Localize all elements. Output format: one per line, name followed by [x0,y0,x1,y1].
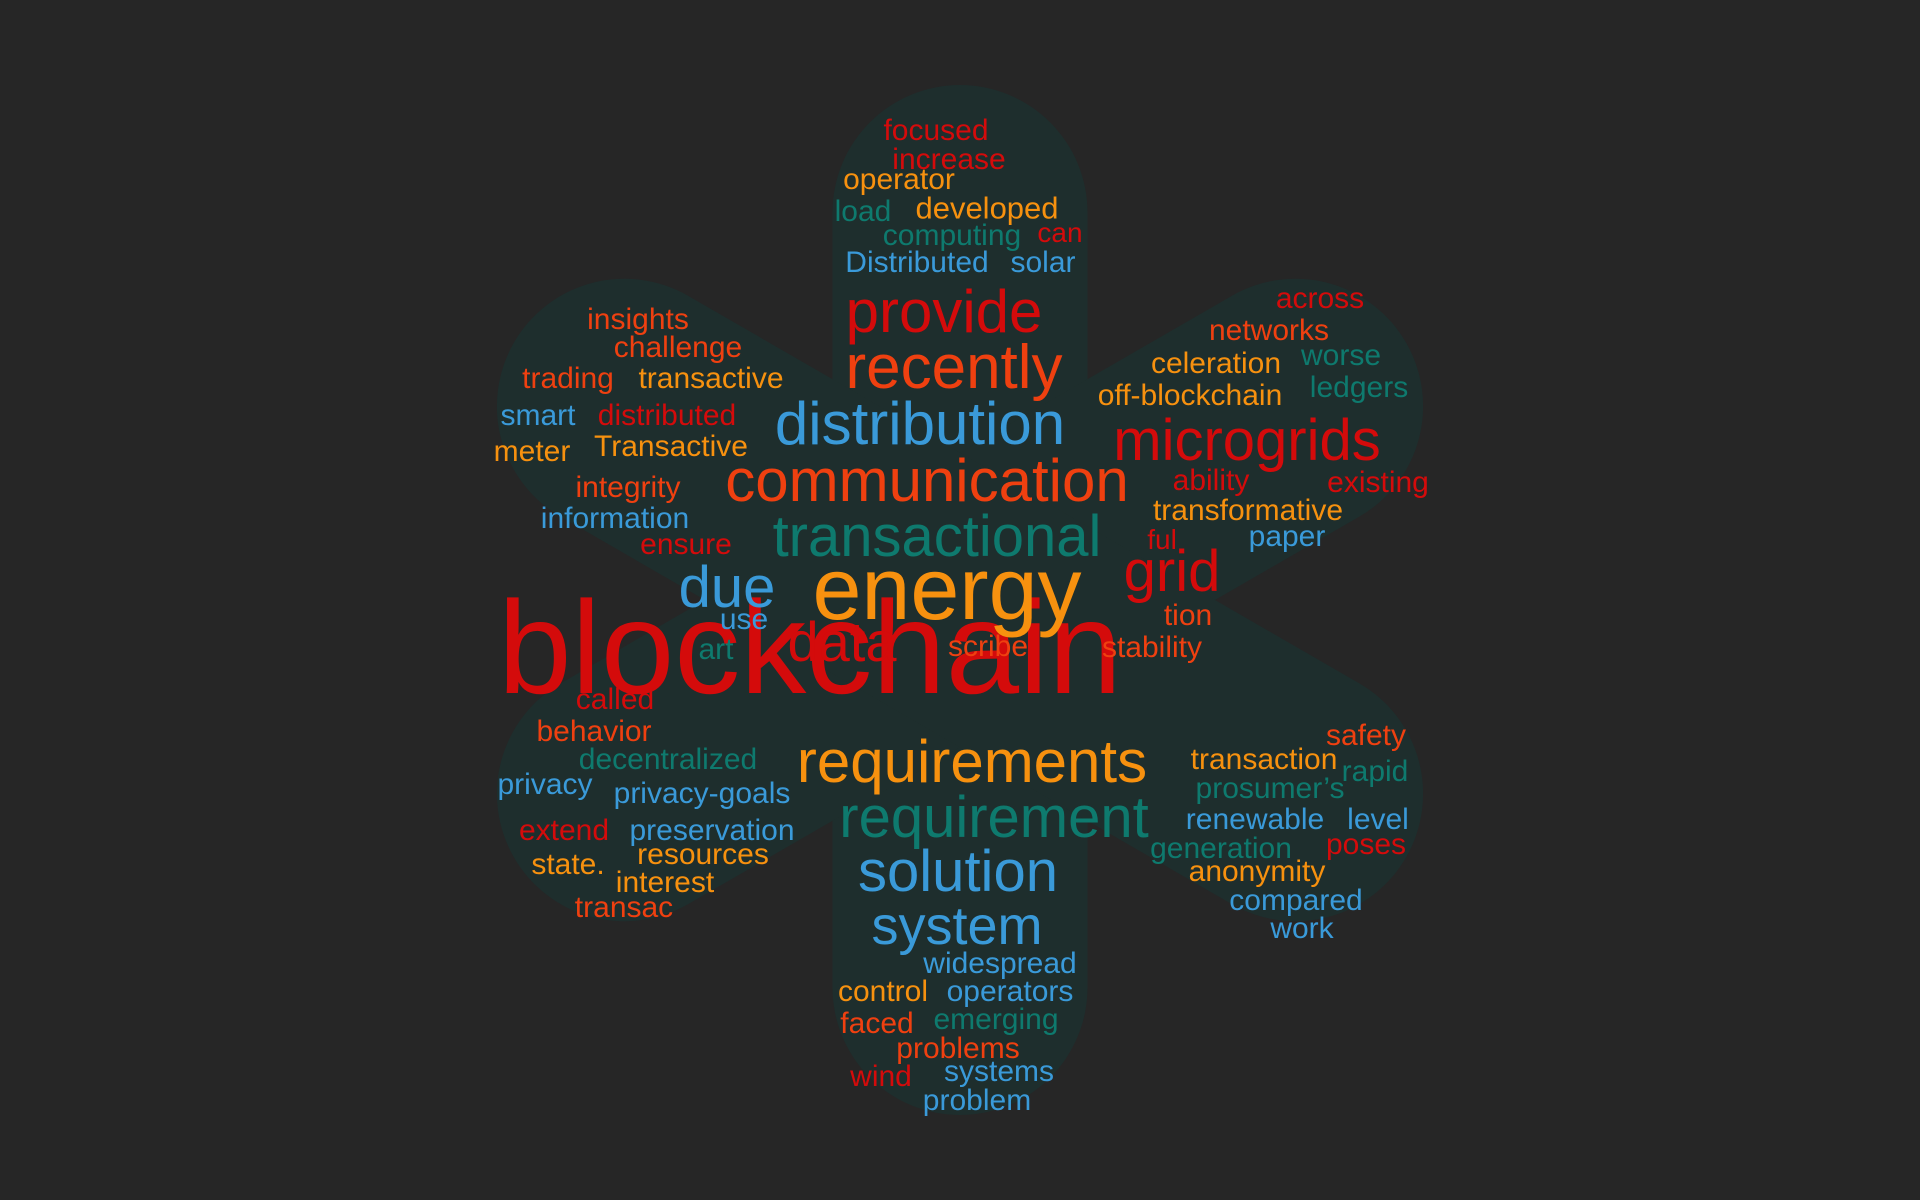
cloud-word: off-blockchain [1097,379,1283,412]
cloud-word: state. [531,848,605,881]
cloud-word: problem [922,1084,1032,1117]
cloud-word: provide [845,278,1043,345]
cloud-word: requirements [796,728,1148,795]
cloud-word: privacy-goals [613,777,791,810]
cloud-word: control [837,975,929,1008]
cloud-word: transactional [772,504,1102,569]
asterisk-arm [496,278,1424,922]
cloud-word: prosumer’s [1195,772,1345,805]
cloud-word: worse [1300,339,1382,372]
cloud-word: integrity [575,471,681,504]
cloud-word: energy [812,539,1082,638]
cloud-word: transactive [638,362,784,395]
cloud-word: computing [882,219,1022,252]
cloud-word: level [1347,803,1409,836]
cloud-word: ful [1147,524,1177,555]
cloud-word: increase [892,143,1006,176]
cloud-word: insights [587,303,689,336]
cloud-word: ensure [640,528,732,561]
cloud-word: can [1037,217,1083,248]
cloud-word: systems [943,1055,1055,1088]
cloud-word: recently [845,333,1063,402]
cloud-word: data [787,610,897,673]
cloud-word: meter [493,435,571,468]
cloud-word: resources [637,838,769,871]
cloud-word: Distributed [845,246,989,279]
cloud-word: anonymity [1188,855,1326,888]
cloud-word: across [1275,282,1365,315]
cloud-word: problems [896,1032,1020,1065]
cloud-word: networks [1208,314,1330,347]
cloud-word: existing [1327,466,1429,499]
cloud-word: celeration [1150,347,1282,380]
cloud-word: information [540,502,690,535]
cloud-word: ledgers [1309,371,1409,404]
asterisk-arms [496,85,1424,1115]
cloud-word: challenge [613,331,743,364]
cloud-word: faced [840,1007,914,1040]
cloud-word: called [575,683,655,716]
cloud-word: solar [1010,246,1076,279]
cloud-word: system [871,896,1043,956]
cloud-word: safety [1325,719,1407,752]
cloud-word: transac [574,891,674,924]
cloud-word: blockchain [498,574,1122,721]
cloud-word: grid [1123,539,1221,604]
cloud-word: due [678,555,776,620]
cloud-word: use [719,603,769,636]
cloud-word: generation [1150,832,1292,865]
cloud-word: microgrids [1113,408,1381,473]
cloud-word: developed [915,190,1059,226]
cloud-word: operators [946,975,1074,1008]
cloud-word: stability [1101,631,1203,664]
cloud-word: interest [615,866,715,899]
cloud-word: wind [850,1060,912,1093]
cloud-word: transformative [1152,494,1344,527]
cloud-word: ability [1172,464,1250,497]
cloud-word: emerging [933,1003,1059,1036]
cloud-word: rapid [1341,755,1409,788]
cloud-word: compared [1229,884,1363,917]
cloud-word: Transactive [594,430,748,463]
cloud-word: art [698,633,734,666]
cloud-word: renewable [1185,803,1325,836]
cloud-word: smart [500,399,576,432]
cloud-word: behavior [536,715,652,748]
cloud-word: requirement [839,785,1149,850]
cloud-word: scribe [947,630,1029,663]
cloud-word: load [834,195,892,228]
cloud-word: focused [883,114,989,147]
cloud-word: distributed [597,399,737,432]
cloud-word: tion [1163,599,1213,632]
cloud-word: communication [725,447,1129,514]
cloud-word: preservation [629,814,795,847]
cloud-word: privacy [497,768,593,801]
cloud-word: distribution [774,390,1066,457]
cloud-word: trading [522,362,614,395]
cloud-word: transaction [1190,743,1338,776]
cloud-word: work [1270,912,1334,945]
cloud-word: poses [1325,828,1407,861]
cloud-word: paper [1248,520,1326,553]
cloud-word: decentralized [578,743,758,776]
cloud-word: solution [858,839,1058,904]
cloud-word: operator [843,163,955,196]
cloud-word: extend [518,814,610,847]
cloud-word: widespread [923,947,1077,980]
